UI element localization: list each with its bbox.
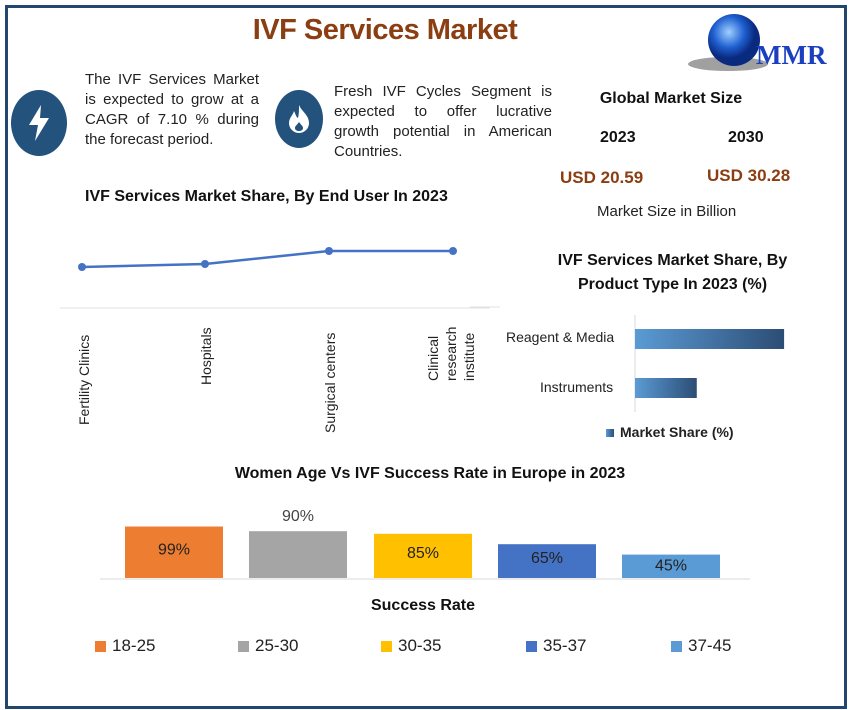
legend-label: 37-45: [688, 636, 732, 655]
y-tick-label: Instruments: [540, 379, 614, 395]
data-label: 99%: [158, 541, 190, 558]
legend-item: 30-35: [381, 636, 441, 656]
legend-item: 37-45: [671, 636, 731, 656]
bar: [498, 544, 596, 578]
legend-item: Market Share (%): [606, 424, 734, 440]
cagr-blurb: The IVF Services Market is expected to g…: [85, 71, 259, 148]
legend-label: 30-35: [398, 636, 442, 655]
legend-swatch: [95, 641, 106, 653]
bar: [374, 533, 472, 578]
x-axis-label: Success Rate: [370, 597, 476, 614]
data-label: 65%: [531, 550, 563, 567]
bar: [635, 378, 697, 398]
legend-label: 35-37: [543, 636, 587, 655]
year-2023: 2023: [600, 129, 636, 146]
flame-icon: [275, 90, 323, 148]
year-2030: 2030: [728, 129, 764, 146]
legend-swatch: [671, 641, 682, 653]
bar: [635, 329, 785, 349]
data-point: [78, 263, 86, 271]
legend-swatch: [381, 641, 392, 653]
bar: [249, 531, 347, 578]
legend-item: 35-37: [526, 636, 586, 656]
value-2030: USD 30.28: [707, 166, 791, 185]
logo-text: MMR: [756, 40, 827, 70]
data-label: 85%: [407, 545, 439, 562]
infographic-frame: [5, 5, 847, 709]
data-point: [325, 247, 333, 255]
data-label: 90%: [282, 508, 314, 525]
legend-swatch: [606, 429, 614, 438]
success-rate-chart-title: Women Age Vs IVF Success Rate in Europe …: [234, 465, 626, 482]
bar: [622, 554, 720, 578]
legend-label: 18-25: [112, 636, 156, 655]
legend-item: 18-25: [95, 636, 155, 656]
legend-label: 25-30: [255, 636, 299, 655]
data-point: [201, 260, 209, 268]
y-tick-label: Reagent & Media: [506, 329, 615, 345]
market-size-heading: Global Market Size: [599, 90, 743, 107]
data-label: 45%: [655, 558, 687, 575]
product-type-chart-title: IVF Services Market Share, By Product Ty…: [557, 252, 788, 293]
mmr-logo: MMR: [688, 12, 833, 74]
globe-icon: [688, 14, 768, 71]
end-user-chart-title: IVF Services Market Share, By End User I…: [85, 188, 448, 205]
series-line: [81, 249, 453, 269]
legend-swatch: [526, 641, 537, 653]
market-size-unit: Market Size in Billion: [597, 203, 737, 220]
segment-blurb: Fresh IVF Cycles Segment is expected to …: [334, 83, 552, 160]
end-user-line-chart: [60, 247, 490, 309]
legend-label: Market Share (%): [620, 424, 734, 440]
legend-item: 25-30: [238, 636, 298, 656]
legend-swatch: [238, 641, 249, 653]
success-rate-bar-chart: 99% 90% 85% 65% 45%: [100, 508, 750, 580]
product-type-bar-chart: [470, 306, 785, 412]
value-2023: USD 20.59: [560, 168, 644, 187]
lightning-icon: [11, 90, 67, 156]
page-title: IVF Services Market: [252, 14, 518, 46]
bar: [125, 526, 223, 578]
data-point: [449, 247, 457, 255]
